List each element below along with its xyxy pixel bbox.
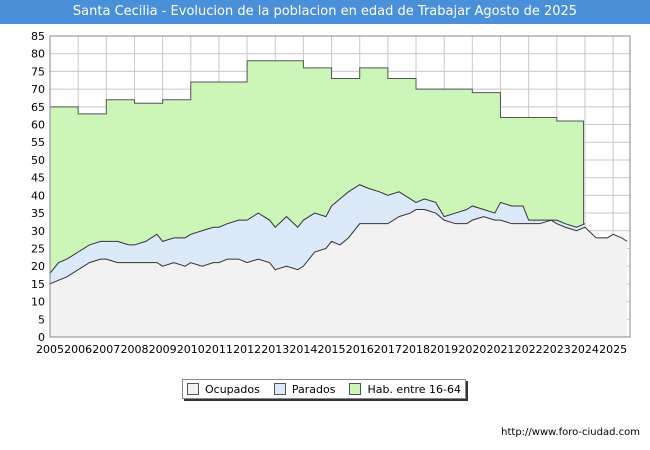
- y-tick-label: 80: [31, 48, 45, 61]
- hab-line: [50, 60, 585, 337]
- chart-title: Santa Cecilia - Evolucion de la poblacio…: [0, 0, 650, 24]
- y-tick-label: 70: [31, 83, 45, 96]
- hab-swatch: [349, 383, 362, 395]
- x-tick-label: 2020: [458, 343, 486, 356]
- x-tick-label: 2017: [374, 343, 402, 356]
- x-tick-label: 2008: [120, 343, 148, 356]
- x-tick-label: 2011: [205, 343, 233, 356]
- x-tick-label: 2005: [36, 343, 64, 356]
- x-tick-label: 2009: [149, 343, 177, 356]
- legend-item-hab: Hab. entre 16-64: [349, 383, 461, 396]
- legend-label-parados: Parados: [291, 382, 336, 396]
- y-tick-label: 65: [31, 101, 45, 114]
- legend-item-parados: Parados: [273, 382, 336, 396]
- legend-label-ocupados: Ocupados: [204, 382, 260, 396]
- y-tick-label: 20: [31, 260, 45, 273]
- ocupados-swatch: [186, 383, 199, 395]
- x-tick-label: 2018: [402, 343, 430, 356]
- x-tick-label: 2021: [486, 343, 514, 356]
- y-tick-label: 85: [31, 30, 45, 43]
- y-tick-label: 5: [38, 313, 45, 326]
- x-tick-label: 2016: [346, 343, 374, 356]
- x-tick-label: 2007: [92, 343, 120, 356]
- parados-line: [49, 184, 586, 274]
- ocupados-area: [50, 209, 628, 337]
- y-tick-label: 60: [31, 119, 45, 132]
- y-tick-label: 0: [38, 331, 45, 344]
- y-tick-label: 15: [31, 278, 45, 291]
- y-tick-label: 35: [31, 207, 45, 220]
- y-tick-label: 55: [31, 136, 45, 149]
- parados-swatch: [273, 383, 286, 395]
- y-tick-label: 75: [31, 65, 45, 78]
- legend-item-ocupados: Ocupados: [186, 382, 260, 396]
- y-tick-label: 25: [31, 242, 45, 255]
- ocupados-line: [49, 209, 628, 285]
- x-tick-label: 2023: [543, 343, 571, 356]
- y-tick-label: 50: [31, 154, 45, 167]
- series-layer: [49, 60, 628, 337]
- x-tick-label: 2015: [318, 343, 346, 356]
- x-tick-label: 2010: [177, 343, 205, 356]
- legend: Ocupados Parados Hab. entre 16-64: [182, 379, 466, 399]
- x-tick-label: 2024: [571, 343, 599, 356]
- y-tick-label: 10: [31, 296, 45, 309]
- x-tick-label: 2014: [289, 343, 317, 356]
- x-tick-label: 2006: [64, 343, 92, 356]
- y-tick-label: 30: [31, 225, 45, 238]
- y-tick-label: 40: [31, 189, 45, 202]
- x-tick-label: 2019: [430, 343, 458, 356]
- x-tick-label: 2022: [515, 343, 543, 356]
- legend-label-hab: Hab. entre 16-64: [367, 382, 461, 396]
- plot-frame: [49, 35, 631, 338]
- y-tick-label: 45: [31, 172, 45, 185]
- x-tick-label: 2013: [261, 343, 289, 356]
- source-link[interactable]: http://www.foro-ciudad.com: [501, 427, 640, 438]
- x-tick-label: 2012: [233, 343, 261, 356]
- x-tick-label: 2025: [599, 343, 627, 356]
